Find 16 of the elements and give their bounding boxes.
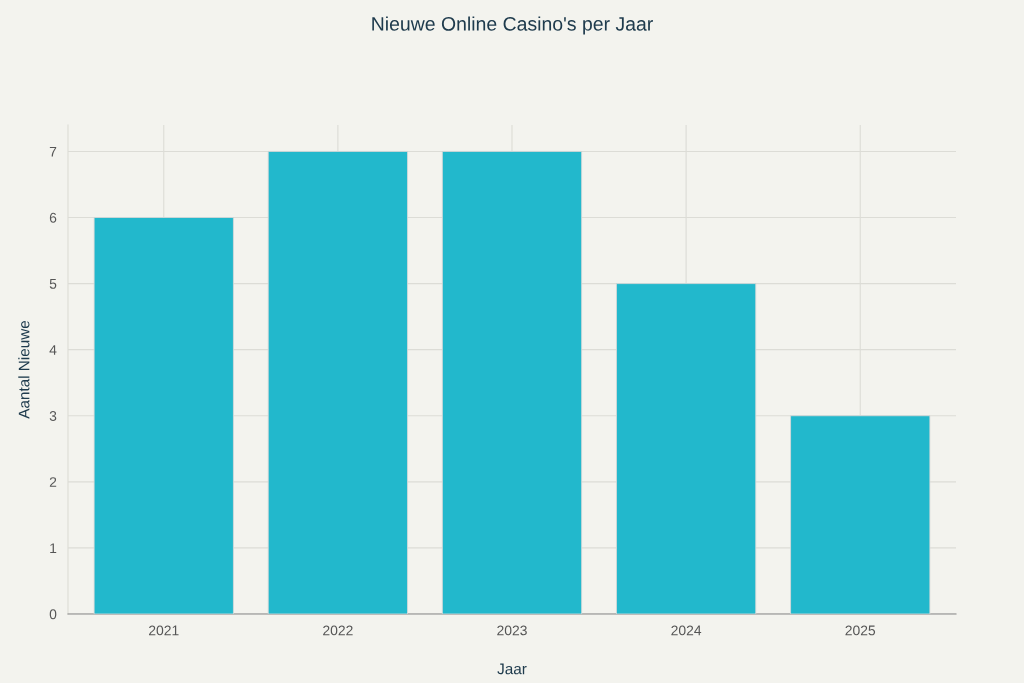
y-tick-label: 3: [49, 411, 57, 421]
y-tick-label: 1: [50, 543, 57, 553]
y-tick-label: 4: [49, 345, 57, 355]
x-tick-label: 2023: [497, 625, 527, 636]
chart-title: Nieuwe Online Casino's per Jaar: [372, 16, 653, 35]
x-axis-title: Jaar: [497, 663, 527, 675]
y-tick-label: 5: [49, 279, 57, 289]
y-tick-label: 0: [49, 609, 57, 620]
x-tick-label: 2025: [845, 625, 876, 636]
x-tick-label: 2024: [671, 625, 702, 636]
y-tick-label: 7: [49, 146, 57, 157]
x-tick-label: 2022: [323, 625, 353, 636]
y-axis-title: Aantal Nieuwe: [18, 320, 30, 419]
x-tick-label: 2021: [149, 625, 179, 636]
y-tick-label: 6: [49, 212, 57, 223]
y-tick-label: 2: [49, 477, 57, 487]
